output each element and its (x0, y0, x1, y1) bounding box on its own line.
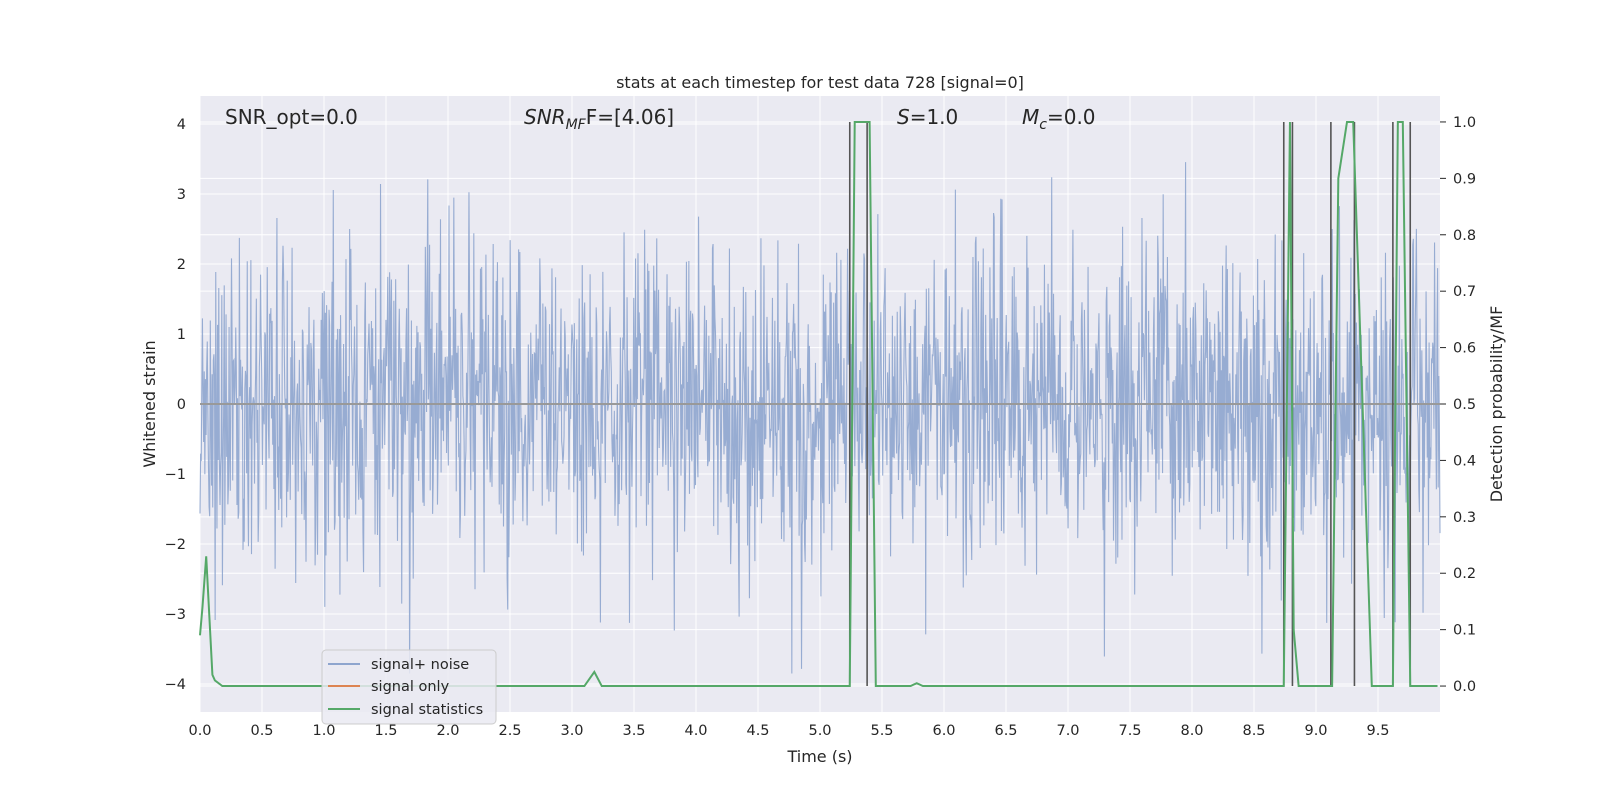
x-tick-label: 0.5 (250, 723, 273, 739)
chart-title: stats at each timestep for test data 728… (616, 73, 1024, 92)
x-tick-label: 0.0 (188, 723, 211, 739)
x-tick-label: 2.5 (498, 723, 521, 739)
annotation-s: S=1.0 (897, 105, 958, 129)
annotation-snr-opt: SNR_opt=0.0 (225, 105, 358, 129)
y-tick-label: 0 (177, 397, 186, 413)
annotation-snr-mf: SNRMFF=[4.06] (524, 105, 674, 133)
x-tick-label: 9.5 (1366, 723, 1389, 739)
y-tick-label: 3 (177, 187, 186, 203)
x-tick-label: 6.0 (932, 723, 955, 739)
y2-tick-label: 0.6 (1453, 341, 1476, 357)
y2-axis-ticks: 1.0 0.9 0.8 0.7 0.6 0.5 0.4 0.3 0.2 0.1 0.0 (1440, 115, 1476, 695)
y2-tick-label: 0.9 (1453, 171, 1476, 187)
series-line-signal-statistics (199, 120, 1438, 688)
series-signal-plus-noise (199, 162, 1441, 674)
annotation-mc-tail: =0.0 (1047, 105, 1096, 129)
y2-tick-label: 0.3 (1453, 510, 1476, 526)
x-tick-label: 4.5 (746, 723, 769, 739)
x-tick-label: 1.0 (312, 723, 335, 739)
y-tick-label: −3 (165, 607, 186, 623)
y-tick-label: −2 (165, 537, 186, 553)
x-tick-label: 5.0 (808, 723, 831, 739)
series-line-signal-plus-noise (199, 162, 1441, 674)
x-axis-label: Time (s) (786, 747, 852, 766)
y-tick-label: 2 (177, 257, 186, 273)
annotation-s-tail: =1.0 (910, 105, 959, 129)
annotation-snr-mf-main: SNR (524, 105, 566, 129)
y-tick-label: 1 (177, 327, 186, 343)
x-tick-label: 8.0 (1180, 723, 1203, 739)
x-tick-label: 6.5 (994, 723, 1017, 739)
annotation-s-main: S (897, 105, 910, 129)
annotation-mc-main: M (1022, 105, 1039, 129)
x-tick-label: 3.0 (560, 723, 583, 739)
x-tick-label: 7.5 (1118, 723, 1141, 739)
legend-label-signal-statistics: signal statistics (371, 702, 483, 718)
x-axis-ticks: 0.0 0.5 1.0 1.5 2.0 2.5 3.0 3.5 4.0 4.5 5.0 5.5 6.0 6… (188, 723, 1389, 739)
legend-label-signal-plus-noise: signal+ noise (371, 657, 469, 673)
y2-tick-label: 1.0 (1453, 115, 1476, 131)
series-signal-statistics (199, 120, 1438, 688)
x-tick-label: 4.0 (684, 723, 707, 739)
legend-box (321, 649, 497, 725)
annotation-mc-sub: c (1039, 117, 1047, 133)
x-tick-label: 1.5 (374, 723, 397, 739)
legend: signal+ noise signal only signal statist… (321, 649, 497, 725)
y2-axis-label: Detection probability/MF (1487, 306, 1506, 503)
y2-tick-label: 0.5 (1453, 397, 1476, 413)
y-tick-label: −1 (165, 467, 186, 483)
x-tick-label: 3.5 (622, 723, 645, 739)
y2-tick-label: 0.1 (1453, 623, 1476, 639)
y2-tick-label: 0.0 (1453, 679, 1476, 695)
annotation-mc: Mc=0.0 (1022, 105, 1096, 133)
legend-label-signal-only: signal only (371, 679, 450, 695)
annotation-snr-mf-sub: MF (566, 117, 587, 133)
x-tick-label: 7.0 (1056, 723, 1079, 739)
y2-tick-label: 0.7 (1453, 284, 1476, 300)
x-tick-label: 2.0 (436, 723, 459, 739)
y-tick-label: 4 (177, 117, 186, 133)
y-axis-ticks: 4 3 2 1 0 −1 −2 −3 −4 (165, 117, 186, 693)
x-tick-label: 8.5 (1242, 723, 1265, 739)
x-tick-label: 5.5 (870, 723, 893, 739)
y2-tick-label: 0.8 (1453, 228, 1476, 244)
y-tick-label: −4 (165, 677, 186, 693)
x-tick-label: 9.0 (1304, 723, 1327, 739)
y2-tick-label: 0.4 (1453, 453, 1476, 469)
annotation-snr-mf-tail: F=[4.06] (586, 105, 674, 129)
y-axis-label: Whitened strain (140, 340, 159, 467)
y2-tick-label: 0.2 (1453, 566, 1476, 582)
